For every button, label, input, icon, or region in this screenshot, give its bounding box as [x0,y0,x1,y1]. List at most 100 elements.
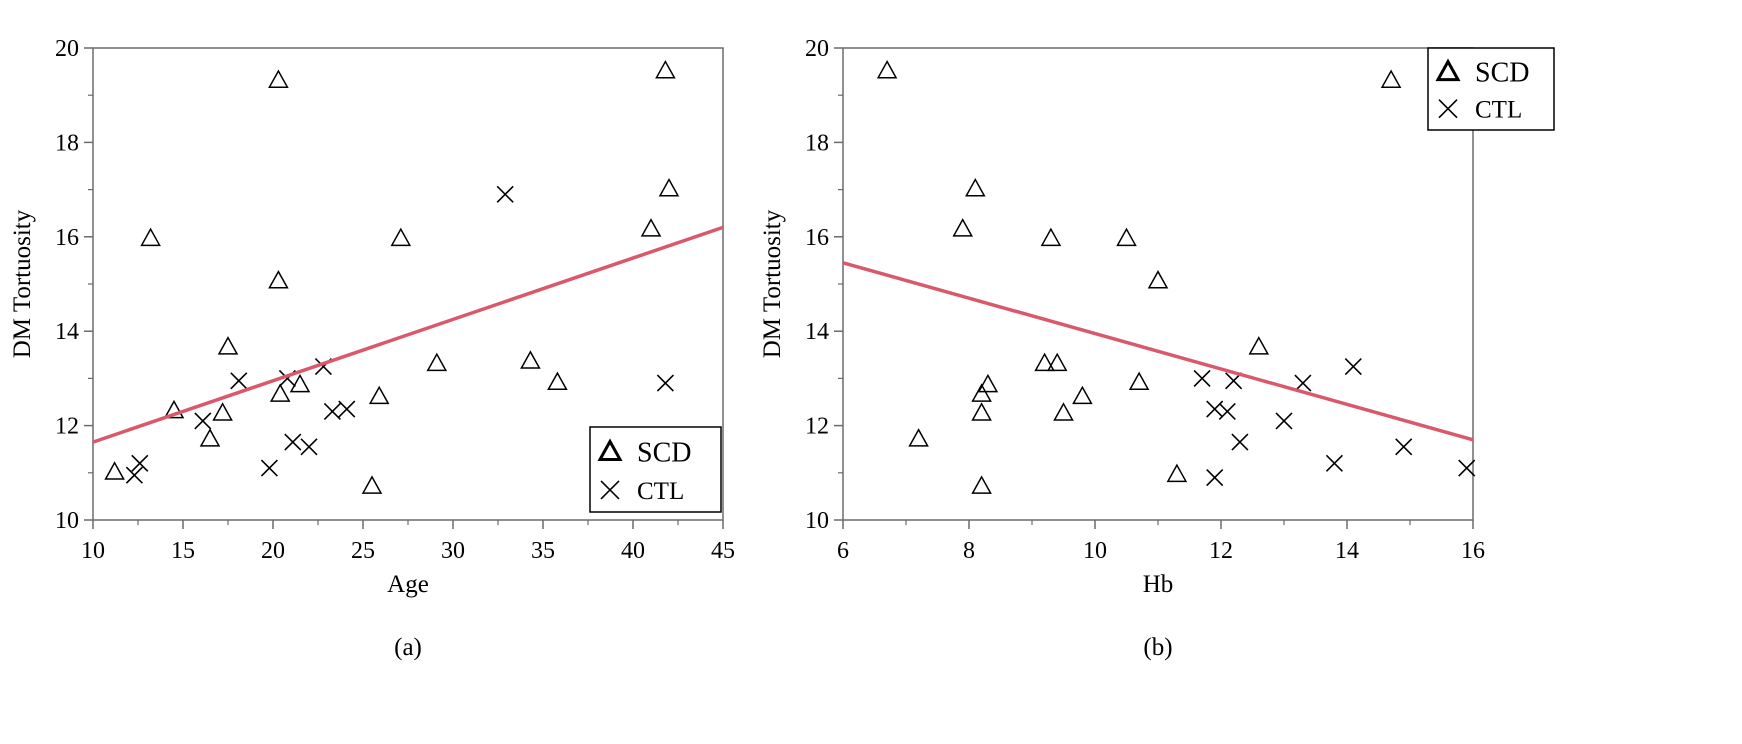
ctl-point [284,433,302,451]
legend-ctl-marker-stroke [1438,99,1458,119]
ctl-point [1294,374,1312,392]
scd-point [1053,402,1074,421]
ctl-point-stroke [656,374,674,392]
panel-label-b: (b) [1143,634,1172,661]
ctl-point [1275,412,1293,430]
ctl-point-stroke [300,438,318,456]
scd-point [289,373,311,393]
ctl-point-stroke [284,433,302,451]
x-tick-label-a: 40 [621,538,645,564]
x-tick-label-a: 15 [171,538,195,564]
ctl-point-stroke [1193,369,1211,387]
ctl-point [260,459,278,477]
ctl-point [125,466,143,484]
y-tick-label-b: 12 [805,414,829,440]
scd-point [199,428,221,447]
y-tick-label-b: 10 [805,508,829,534]
ctl-point-stroke [194,412,212,430]
ctl-point [1395,438,1413,456]
x-axis-label-b: Hb [1143,571,1174,598]
ctl-point [131,454,149,472]
x-tick-label-b: 14 [1335,538,1359,564]
x-axis-label-a: Age [387,571,429,598]
scd-point [163,399,185,419]
scd-point [908,428,929,447]
scd-point [965,178,986,197]
legend-ctl-marker [600,480,620,500]
ctl-point-stroke [1206,468,1224,487]
ctl-point-stroke [230,372,248,390]
scd-point [268,270,289,289]
x-tick-label-b: 16 [1461,538,1485,564]
x-tick-label-b: 6 [837,538,849,564]
scd-point [971,402,992,421]
x-tick-label-a: 20 [261,538,285,564]
scd-point [520,350,541,369]
ctl-point [230,372,248,390]
y-tick-label-b: 16 [805,225,829,251]
panel-label-a: (a) [394,634,422,661]
scd-point [977,373,999,393]
scd-point [104,461,125,480]
scd-point [390,227,412,247]
ctl-point [194,412,212,430]
legend-label-scd: SCD [1475,58,1529,89]
panel-b-plot: 6 8 10 12 14 16 10 12 14 16 18 20 Hb DM Tortuosity (b)… [759,36,1555,661]
scd-point [361,475,383,494]
ctl-point [323,402,341,421]
scd-point [1380,69,1402,88]
y-tick-label-b: 18 [805,130,829,156]
x-tick-label-a: 35 [531,538,555,564]
x-tick-label-a: 30 [441,538,465,564]
scd-point [658,178,680,197]
legend-ctl-marker [1438,99,1458,119]
ctl-point [656,374,674,392]
scd-point [1248,336,1270,355]
plot-frame-b [842,47,1474,521]
scd-point [1166,463,1188,483]
y-tick-label-a: 14 [55,319,79,345]
legend-ctl-marker-stroke [600,480,620,500]
ctl-point-stroke [1218,402,1236,421]
y-tick-label-a: 12 [55,414,79,440]
ctl-point-stroke [338,400,356,418]
scd-point [1040,227,1062,247]
ctl-point-stroke [1395,438,1413,456]
ctl-point-stroke [496,185,514,203]
ctl-point [1325,454,1343,472]
ctl-point-stroke [1275,412,1293,430]
ctl-point-stroke [1294,374,1312,392]
ctl-point-stroke [131,454,149,472]
ctl-point [338,400,356,418]
scd-point [971,383,992,402]
ctl-point [1458,459,1476,477]
ctl-point-stroke [1325,454,1343,472]
x-tick-label-b: 12 [1209,538,1233,564]
legend-triangle [1435,58,1461,82]
ctl-point [1344,358,1362,376]
y-tick-label-a: 20 [55,36,79,62]
legend-label-ctl: CTL [637,478,684,505]
scd-point [655,60,676,79]
scd-point [1072,385,1093,405]
legend-box [589,426,722,513]
trend-line-a [92,225,724,444]
scd-point [368,385,390,405]
y-tick-label-a: 10 [55,508,79,534]
ctl-point [496,185,514,203]
scd-point [876,60,898,79]
ctl-point-stroke [1231,433,1249,451]
scd-point [268,69,289,88]
scd-point [640,218,662,237]
y-tick-label-a: 16 [55,225,79,251]
ctl-point-stroke [323,402,341,421]
legend-label-scd: SCD [637,438,691,469]
ctl-point-stroke [125,466,143,484]
legend-scd-marker [597,438,623,461]
x-tick-label-b: 8 [963,538,975,564]
y-axis-label-a: DM Tortuosity [9,209,36,358]
trend-line-b [842,261,1474,442]
scd-point [1046,352,1068,372]
x-tick-label-a: 10 [81,538,105,564]
scd-point [269,383,291,402]
